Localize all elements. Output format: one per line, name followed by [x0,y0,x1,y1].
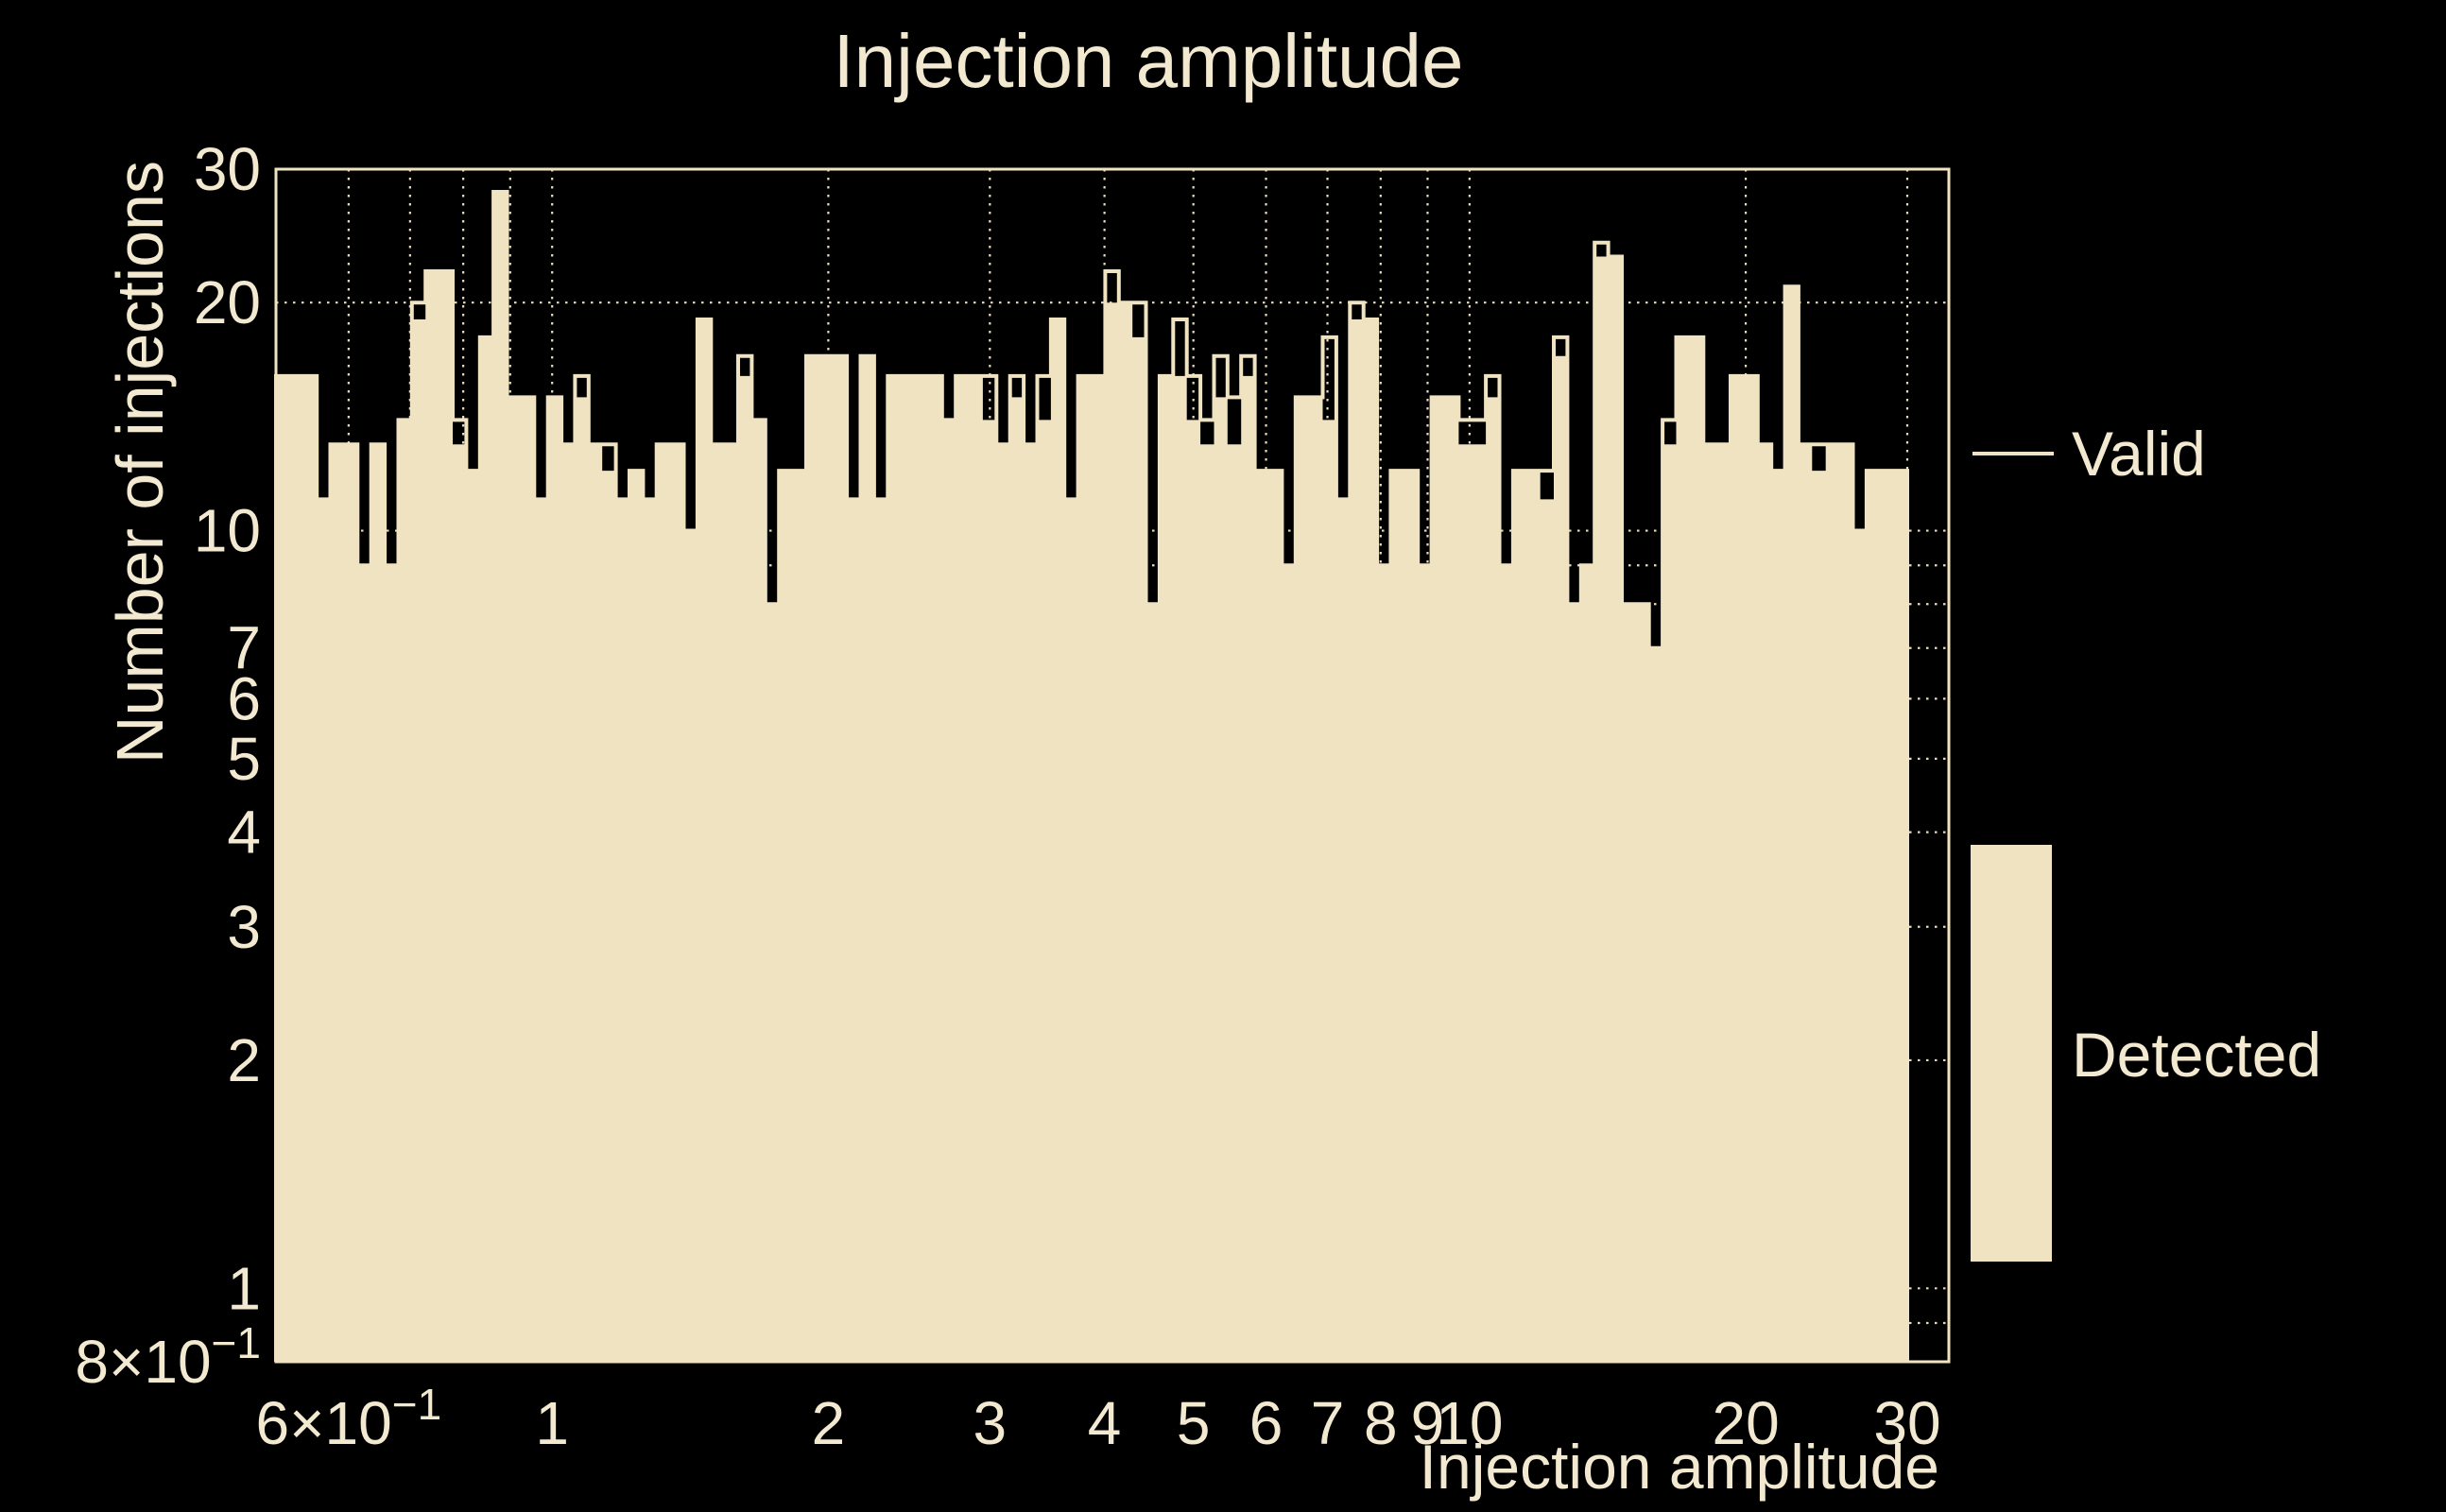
x-axis-title: Injection amplitude [1420,1432,1939,1502]
x-tick-label: 4 [1088,1389,1122,1457]
x-tick-label: 5 [1177,1389,1211,1457]
legend-detected-label: Detected [2072,1020,2321,1090]
x-tick-label: 20 [1712,1389,1779,1457]
chart-title: Injection amplitude [833,19,1463,103]
x-tick-label: 30 [1873,1389,1940,1457]
x-tick-label: 2 [812,1389,846,1457]
x-tick-label: 7 [1311,1389,1345,1457]
y-tick-label: 30 [194,135,261,203]
histogram-valid-step-line [274,190,1909,1362]
legend-valid-label: Valid [2072,419,2206,489]
x-tick-label: 9 [1411,1389,1445,1457]
y-tick-label: 4 [227,799,261,867]
x-tick-label: 10 [1436,1389,1503,1457]
x-tick-labels: 6×10−1 1 2 3 4 5 6 7 8 910 20 30 [256,1380,1941,1457]
y-tick-label: 7 [227,614,261,682]
x-tick-label: 6 [1249,1389,1283,1457]
x-tick-label: 8 [1364,1389,1398,1457]
y-tick-label: 8×10−1 [75,1318,261,1396]
y-tick-label: 1 [227,1254,261,1322]
x-tick-label: 6×10−1 [256,1380,442,1457]
y-axis-title: Number of injections [103,161,177,764]
y-tick-label: 10 [194,497,261,565]
legend: Valid Detected [1971,419,2321,1262]
histogram-detected-bars [276,192,1907,1362]
y-tick-label: 3 [227,893,261,961]
legend-detected-swatch [1971,845,2052,1262]
y-tick-label: 20 [194,268,261,336]
x-tick-label: 3 [973,1389,1008,1457]
y-tick-label: 2 [227,1026,261,1094]
x-tick-label: 1 [535,1389,569,1457]
y-tick-label: 5 [227,725,261,793]
y-tick-label: 6 [227,664,261,732]
